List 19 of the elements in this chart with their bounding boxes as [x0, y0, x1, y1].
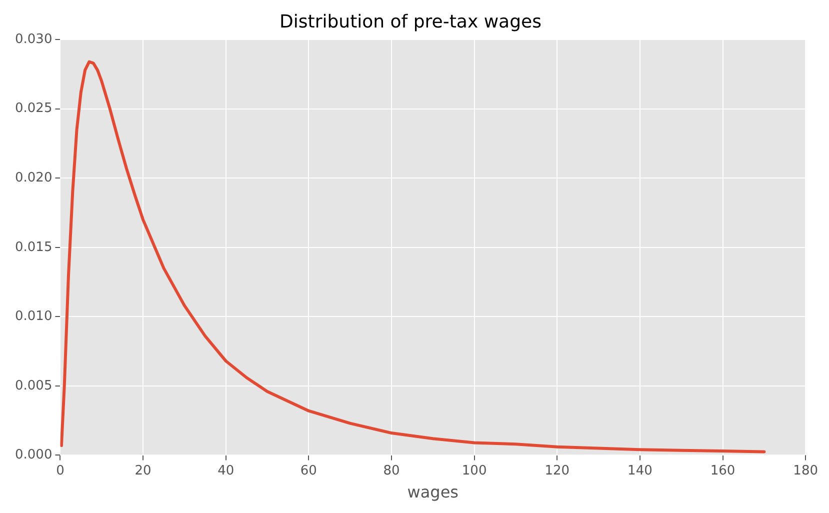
x-tick-label: 80 [383, 463, 400, 478]
y-tick-label: 0.025 [15, 101, 52, 116]
y-tick-label: 0.030 [15, 32, 52, 47]
x-tick-label: 60 [300, 463, 317, 478]
x-tick-label: 120 [544, 463, 570, 478]
x-axis-title: wages [407, 482, 459, 502]
x-tick-label: 40 [218, 463, 234, 478]
y-tick-label: 0.010 [15, 309, 52, 324]
chart-title: Distribution of pre-tax wages [280, 11, 542, 32]
x-tick-label: 100 [462, 463, 487, 478]
x-tick-label: 0 [56, 463, 64, 478]
x-tick-label: 180 [793, 463, 818, 478]
x-tick-label: 140 [628, 463, 652, 478]
y-tick-label: 0.015 [15, 240, 52, 255]
y-tick-label: 0.020 [15, 170, 52, 186]
y-tick-label: 0.005 [15, 378, 52, 394]
x-tick-label: 20 [134, 463, 152, 478]
y-tick-label: 0.000 [15, 448, 52, 463]
x-tick-label: 160 [710, 463, 736, 478]
